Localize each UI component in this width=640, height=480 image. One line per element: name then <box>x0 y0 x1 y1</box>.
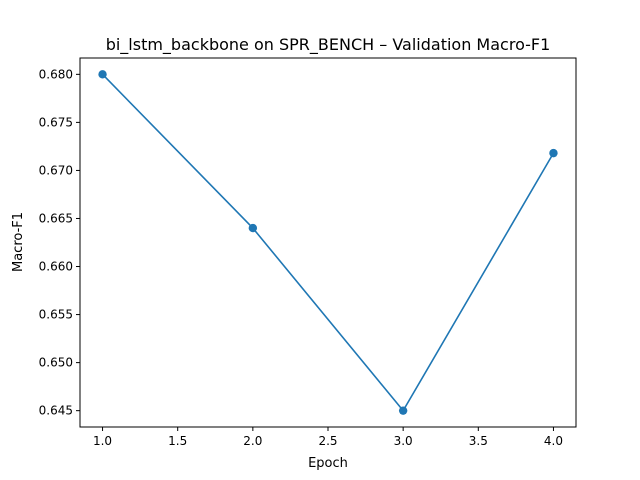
x-tick-label: 1.5 <box>168 434 187 448</box>
data-point <box>398 406 408 415</box>
data-point <box>98 70 107 79</box>
x-tick-label: 1.0 <box>93 434 112 448</box>
y-tick-label: 0.655 <box>39 308 73 322</box>
y-tick-label: 0.680 <box>39 67 73 81</box>
chart-title: bi_lstm_backbone on SPR_BENCH – Validati… <box>106 35 551 55</box>
y-axis-label: Macro-F1 <box>11 212 26 272</box>
x-tick-label: 3.0 <box>394 434 413 448</box>
y-tick-label: 0.650 <box>39 356 73 370</box>
x-tick-label: 4.0 <box>544 434 563 448</box>
y-tick-label: 0.670 <box>39 163 73 177</box>
x-axis-label: Epoch <box>308 456 348 471</box>
x-tick-label: 2.0 <box>243 434 262 448</box>
plot-frame <box>79 57 577 428</box>
y-axis-ticks: 0.645 0.650 0.655 0.660 0.665 0.670 0.675 0.680 <box>39 67 80 418</box>
x-tick-label: 2.5 <box>318 434 337 448</box>
y-tick-label: 0.675 <box>39 115 73 129</box>
y-tick-label: 0.665 <box>39 211 73 225</box>
series-line <box>101 73 555 413</box>
series-layer <box>98 70 558 415</box>
y-tick-label: 0.660 <box>39 260 73 274</box>
x-axis-ticks: 1.0 1.5 2.0 2.5 3.0 3.5 4.0 <box>93 427 563 448</box>
data-point <box>248 223 258 233</box>
data-point <box>549 148 558 158</box>
y-tick-label: 0.645 <box>39 404 73 418</box>
x-tick-label: 3.5 <box>469 434 488 448</box>
